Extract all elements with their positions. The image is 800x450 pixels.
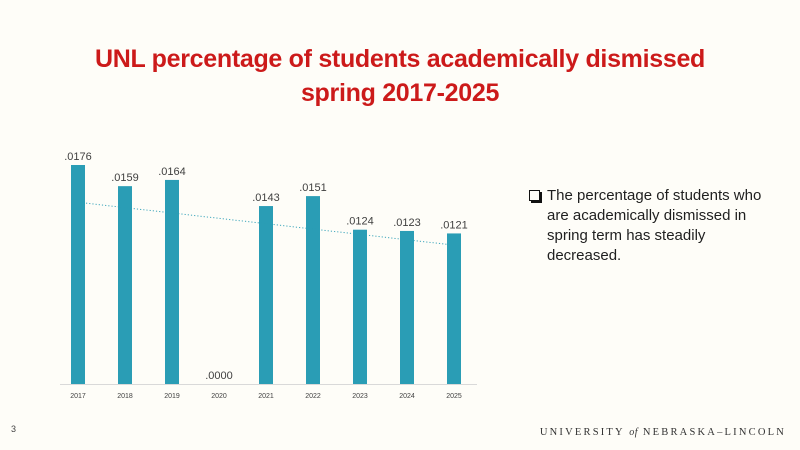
checkbox-bullet-icon bbox=[529, 190, 540, 201]
bar-2021 bbox=[259, 206, 273, 384]
page-number: 3 bbox=[11, 424, 17, 434]
trendline bbox=[85, 202, 461, 247]
logo-of: of bbox=[629, 427, 639, 438]
data-label-2023: .0124 bbox=[346, 216, 374, 228]
bar-2023 bbox=[353, 229, 367, 384]
data-label-2017: .0176 bbox=[64, 151, 92, 163]
university-logo: UNIVERSITY of NEBRASKA–LINCOLN bbox=[540, 427, 786, 438]
x-tick-label-2020: 2020 bbox=[211, 393, 227, 400]
bar-2024 bbox=[400, 230, 414, 384]
data-label-2018: .0159 bbox=[111, 172, 139, 184]
logo-university: UNIVERSITY bbox=[539, 427, 625, 438]
logo-name: NEBRASKA–LINCOLN bbox=[642, 427, 786, 438]
data-label-2020: .0000 bbox=[205, 370, 233, 382]
x-tick-label-2024: 2024 bbox=[399, 393, 415, 400]
bar-2018 bbox=[118, 186, 132, 384]
bar-2022 bbox=[306, 196, 320, 384]
data-label-2022: .0151 bbox=[299, 182, 327, 194]
x-tick-label-2018: 2018 bbox=[117, 393, 133, 400]
chart-title-line1: UNL percentage of students academically … bbox=[94, 45, 706, 73]
data-label-2025: .0121 bbox=[440, 219, 468, 231]
chart-title: UNL percentage of students academically … bbox=[0, 42, 800, 110]
bullet-text: The percentage of students who are acade… bbox=[547, 187, 762, 264]
data-label-2021: .0143 bbox=[252, 192, 280, 204]
x-tick-label-2023: 2023 bbox=[352, 393, 368, 400]
chart-title-line2: spring 2017-2025 bbox=[300, 79, 500, 107]
bar-2019 bbox=[165, 179, 179, 384]
bullet-point: The percentage of students who are acade… bbox=[529, 186, 769, 266]
data-label-2019: .0164 bbox=[158, 166, 186, 178]
x-tick-label-2025: 2025 bbox=[446, 393, 462, 400]
x-tick-label-2017: 2017 bbox=[70, 393, 86, 400]
x-tick-label-2021: 2021 bbox=[258, 393, 274, 400]
x-tick-label-2022: 2022 bbox=[305, 393, 321, 400]
bar-2017 bbox=[71, 165, 85, 384]
bar-2025 bbox=[447, 233, 461, 384]
data-label-2024: .0123 bbox=[393, 217, 421, 229]
x-tick-label-2019: 2019 bbox=[164, 393, 180, 400]
